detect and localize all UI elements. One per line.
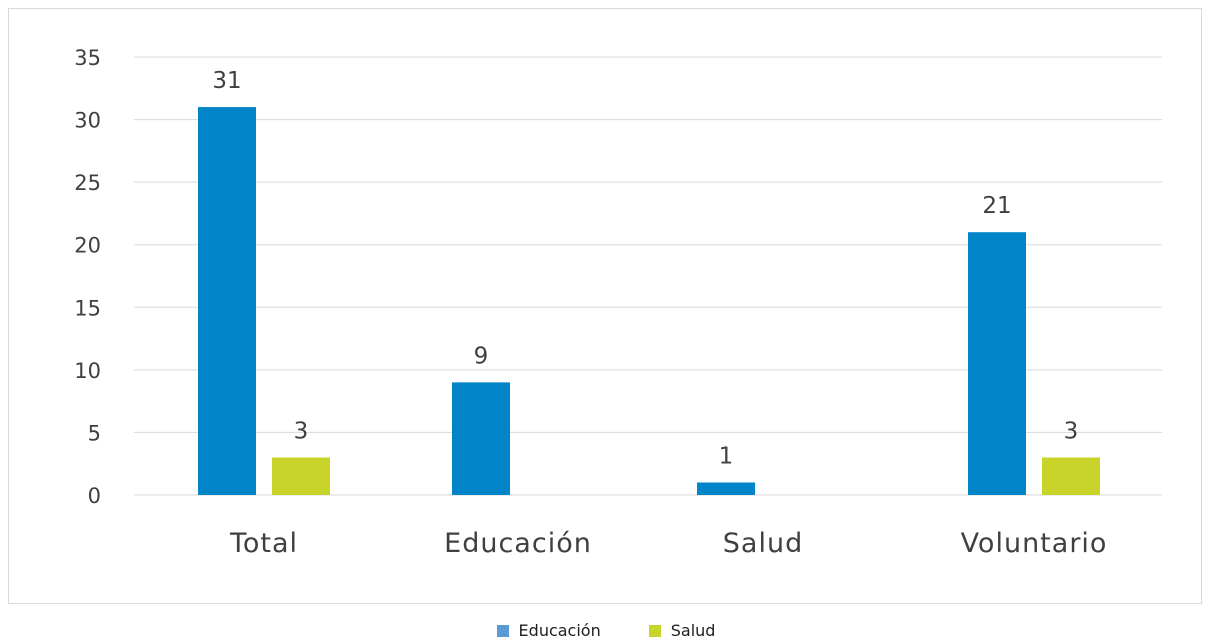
bar-chart: 0 5 10 15 20 25 30 35 31 3 9 1 21 3 Total Educación Sa… [74, 46, 1162, 559]
data-label: 9 [474, 343, 489, 369]
bar-educación-educación [452, 382, 510, 495]
legend: Educación Salud [0, 620, 1212, 641]
data-label: 1 [719, 443, 734, 469]
y-axis-ticks: 0 5 10 15 20 25 30 35 [74, 46, 101, 508]
bar-total-educación [198, 107, 256, 496]
x-axis-categories: Total Educación Salud Voluntario [229, 528, 1108, 559]
legend-item-educación: Educación [496, 621, 601, 640]
y-tick-label: 30 [74, 109, 101, 133]
y-tick-label: 10 [74, 359, 101, 383]
y-tick-label: 5 [88, 421, 101, 445]
legend-swatch [648, 624, 661, 637]
data-label: 21 [982, 193, 1011, 219]
legend-item-salud: Salud [648, 621, 716, 640]
legend-swatch [496, 624, 509, 637]
y-tick-label: 0 [88, 484, 101, 508]
bar-voluntario-salud [1042, 457, 1100, 495]
x-category-label: Salud [723, 528, 803, 559]
legend-label: Salud [670, 621, 716, 640]
y-tick-label: 25 [74, 171, 101, 195]
bar-total-salud [272, 457, 330, 495]
y-tick-label: 35 [74, 46, 101, 70]
y-tick-label: 20 [74, 234, 101, 258]
bars [198, 107, 1100, 496]
bar-voluntario-educación [968, 232, 1026, 495]
data-label: 3 [1064, 418, 1079, 444]
data-labels: 31 3 9 1 21 3 [212, 68, 1078, 469]
data-label: 3 [294, 418, 309, 444]
bar-salud-educación [697, 482, 755, 495]
x-category-label: Total [229, 528, 298, 559]
x-category-label: Educación [444, 528, 592, 559]
legend-label: Educación [518, 621, 601, 640]
data-label: 31 [212, 68, 241, 94]
y-tick-label: 15 [74, 296, 101, 320]
x-category-label: Voluntario [961, 528, 1108, 559]
